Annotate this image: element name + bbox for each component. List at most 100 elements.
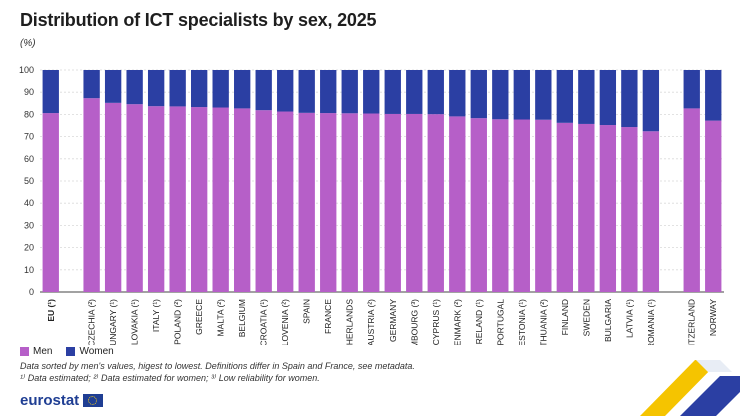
bar-men [255,110,272,292]
bar-women [384,70,401,114]
bar-men [492,119,509,292]
bar-men [599,125,617,292]
x-tick-label: EU (¹) [46,299,56,322]
bar-men [147,106,165,292]
y-tick-label: 80 [24,109,34,119]
bar-men [470,118,487,292]
bar-men [384,113,401,293]
bar-men [277,111,294,292]
decorative-stripes [640,360,740,416]
bar-women [341,70,358,114]
bar-men [83,98,100,292]
bar-women [190,70,208,108]
y-tick-label: 90 [24,87,34,97]
x-tick-label: FINLAND [560,299,570,335]
bar-women [535,70,552,120]
bar-women [255,70,272,111]
bar-men [406,113,423,293]
bar-men [298,112,315,292]
footnote-flags: ¹⁾ Data estimated; ²⁾ Data estimated for… [20,373,320,383]
x-tick-label: CZECHIA (²) [87,299,97,345]
y-tick-label: 40 [24,198,34,208]
bar-men [363,113,380,293]
x-tick-label: GERMANY [388,299,398,342]
bar-women [169,70,186,107]
bar-women [513,70,530,120]
bar-women [556,70,574,123]
legend-label-women: Women [79,346,114,357]
bar-women [126,70,143,105]
bar-women [621,70,638,128]
bar-men [212,107,229,292]
x-tick-label: MALTA (²) [216,299,226,337]
bar-men [234,108,251,292]
bar-women [147,70,165,107]
bar-chart: 0 10 20 30 40 50 60 70 80 90 100 EU (¹) CZECHIA (²) H… [19,65,724,345]
legend-swatch-women [66,347,76,356]
y-tick-label: 10 [24,265,34,275]
bar-women [320,70,337,114]
bar-women [470,70,487,119]
y-tick-label: 50 [24,176,34,186]
x-tick-label: SWEDEN [581,299,591,336]
footnote-sort: Data sorted by men's values, higest to l… [20,361,415,371]
bar-men [427,114,444,292]
bar-men [42,113,59,293]
x-tick-label: LATVIA (¹) [624,299,634,338]
x-tick-label: DENMARK (²) [452,299,462,345]
x-tick-label: NORWAY [708,299,718,336]
bar-women [705,70,722,121]
bar-women [449,70,466,117]
y-tick-label: 20 [24,243,34,253]
x-tick-label: IRELAND (¹) [474,299,484,345]
x-tick-label: SWITZERLAND [687,299,697,345]
x-tick-label: LITHUANIA (²) [538,299,548,345]
eu-flag-icon [83,394,104,407]
x-tick-label: CROATIA (¹) [259,299,269,345]
x-tick-label: BULGARIA [603,299,613,342]
x-tick-label: GREECE [194,299,204,335]
legend-item-women: Women [66,346,114,357]
bar-women [683,70,700,109]
y-tick-label: 70 [24,132,34,142]
bar-women [642,70,660,132]
x-tick-label: SLOVENIA (²) [280,299,290,345]
bar-men [578,123,595,292]
bar-men [320,113,337,293]
bar-women [599,70,617,126]
x-tick-label: CYPRUS (¹) [431,299,441,345]
bar-men [642,131,660,292]
x-tick-label: SPAIN [302,299,312,324]
bar-men [126,104,143,292]
bar-women [578,70,595,124]
chart-title: Distribution of ICT specialists by sex, … [20,10,377,30]
bar-men [104,102,122,292]
bar-women [427,70,444,115]
bar-men [341,113,358,292]
x-tick-label: ROMANIA (¹) [646,299,656,345]
y-tick-label: 0 [29,287,34,297]
legend: Men Women [20,346,114,357]
bar-men [556,122,574,292]
bar-women [83,70,100,99]
legend-label-men: Men [33,346,53,357]
x-tick-label: PORTUGAL [495,299,505,345]
x-tick-label: FRANCE [323,299,333,334]
x-tick-label: ITALY (¹) [151,299,161,332]
eurostat-logo: eurostat [20,392,104,409]
unit-label: (%) [20,38,36,49]
x-tick-label: ESTONIA (¹) [517,299,527,345]
bar-women [406,70,423,114]
bar-women [42,70,59,114]
x-tick-label: BELGIUM [237,299,247,337]
bar-men [535,119,552,292]
y-tick-label: 60 [24,154,34,164]
legend-swatch-men [20,347,29,356]
bar-women [277,70,294,112]
x-tick-label: AUSTRIA (²) [366,299,376,345]
bar-women [492,70,509,120]
bar-women [363,70,380,114]
bar-men [449,116,466,292]
bar-women [212,70,229,108]
